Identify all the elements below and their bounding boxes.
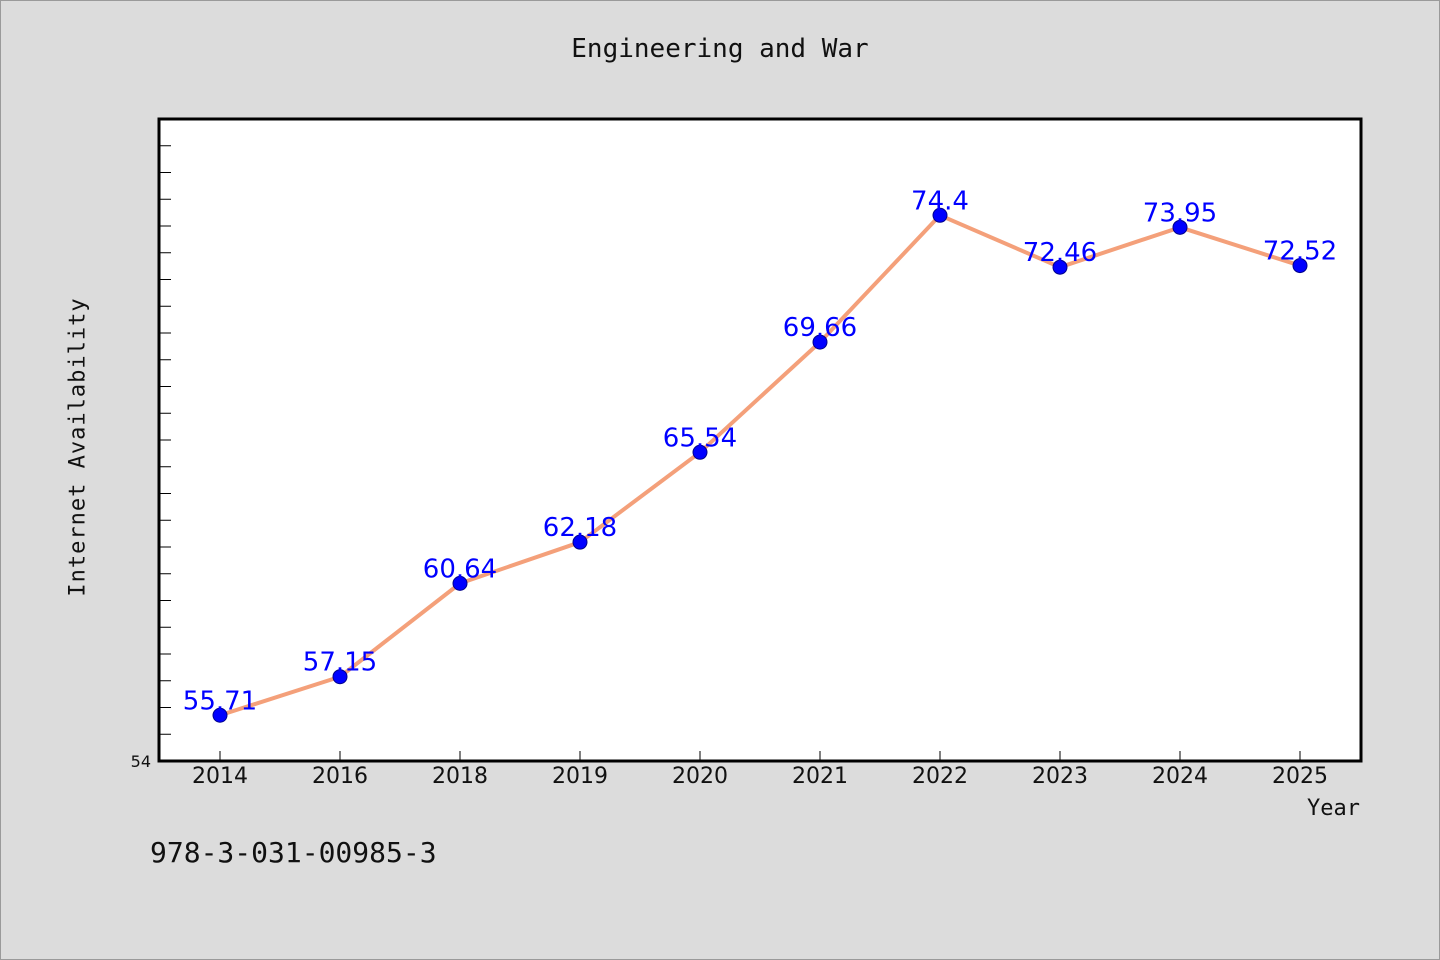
series-line <box>218 213 1302 718</box>
data-label: 60.64 <box>423 554 497 584</box>
data-point <box>932 207 948 223</box>
data-label: 73.95 <box>1143 198 1217 228</box>
data-label: 55.71 <box>183 686 257 716</box>
data-point <box>572 534 588 550</box>
data-point <box>1052 259 1068 275</box>
data-point <box>332 669 348 685</box>
y-axis-ticks: 54 <box>131 118 171 771</box>
data-label: 74.4 <box>911 186 969 216</box>
x-tick-label: 2025 <box>1272 764 1328 789</box>
data-point <box>812 334 828 350</box>
y-tick-label: 54 <box>131 752 151 771</box>
x-tick-label: 2021 <box>792 764 848 789</box>
data-point <box>1172 219 1188 235</box>
x-tick-label: 2022 <box>912 764 968 789</box>
data-label: 65.54 <box>663 423 737 453</box>
x-tick-label: 2019 <box>552 764 608 789</box>
data-point <box>452 575 468 591</box>
x-tick-label: 2018 <box>432 764 488 789</box>
data-label: 57.15 <box>303 648 377 678</box>
x-tick-label: 2020 <box>672 764 728 789</box>
isbn-text: 978-3-031-00985-3 <box>150 836 437 869</box>
plot-area <box>157 117 1363 763</box>
data-label: 62.18 <box>543 513 617 543</box>
data-label: 72.46 <box>1023 238 1097 268</box>
data-label: 69.66 <box>783 313 857 343</box>
data-point <box>212 707 228 723</box>
x-tick-label: 2014 <box>192 764 248 789</box>
x-tick-label: 2023 <box>1032 764 1088 789</box>
data-point <box>1292 258 1308 274</box>
x-axis-label: Year <box>1307 796 1360 821</box>
data-label: 72.52 <box>1263 237 1337 267</box>
x-tick-label: 2024 <box>1152 764 1208 789</box>
data-point <box>692 444 708 460</box>
chart-title: Engineering and War <box>571 34 869 64</box>
x-tick-label: 2016 <box>312 764 368 789</box>
series-group: 55.71 57.15 60.64 62.18 65.54 69.66 74.4 72.46 7… <box>183 186 1337 723</box>
x-axis-tick-labels: 2014 2016 2018 2019 2020 2021 2022 2023 2024 2025 <box>192 751 1328 789</box>
